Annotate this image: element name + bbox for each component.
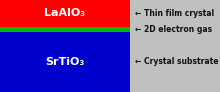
Text: ← Crystal substrate: ← Crystal substrate [135, 58, 218, 67]
Text: SrTiO₃: SrTiO₃ [45, 57, 85, 67]
Text: LaAlO₃: LaAlO₃ [44, 8, 86, 18]
Bar [0, 0, 130, 27]
Text: ← Thin film crystal: ← Thin film crystal [135, 8, 214, 17]
Text: ← 2D electron gas: ← 2D electron gas [135, 24, 212, 33]
Bar [0, 27, 130, 32]
Bar [0, 32, 130, 92]
